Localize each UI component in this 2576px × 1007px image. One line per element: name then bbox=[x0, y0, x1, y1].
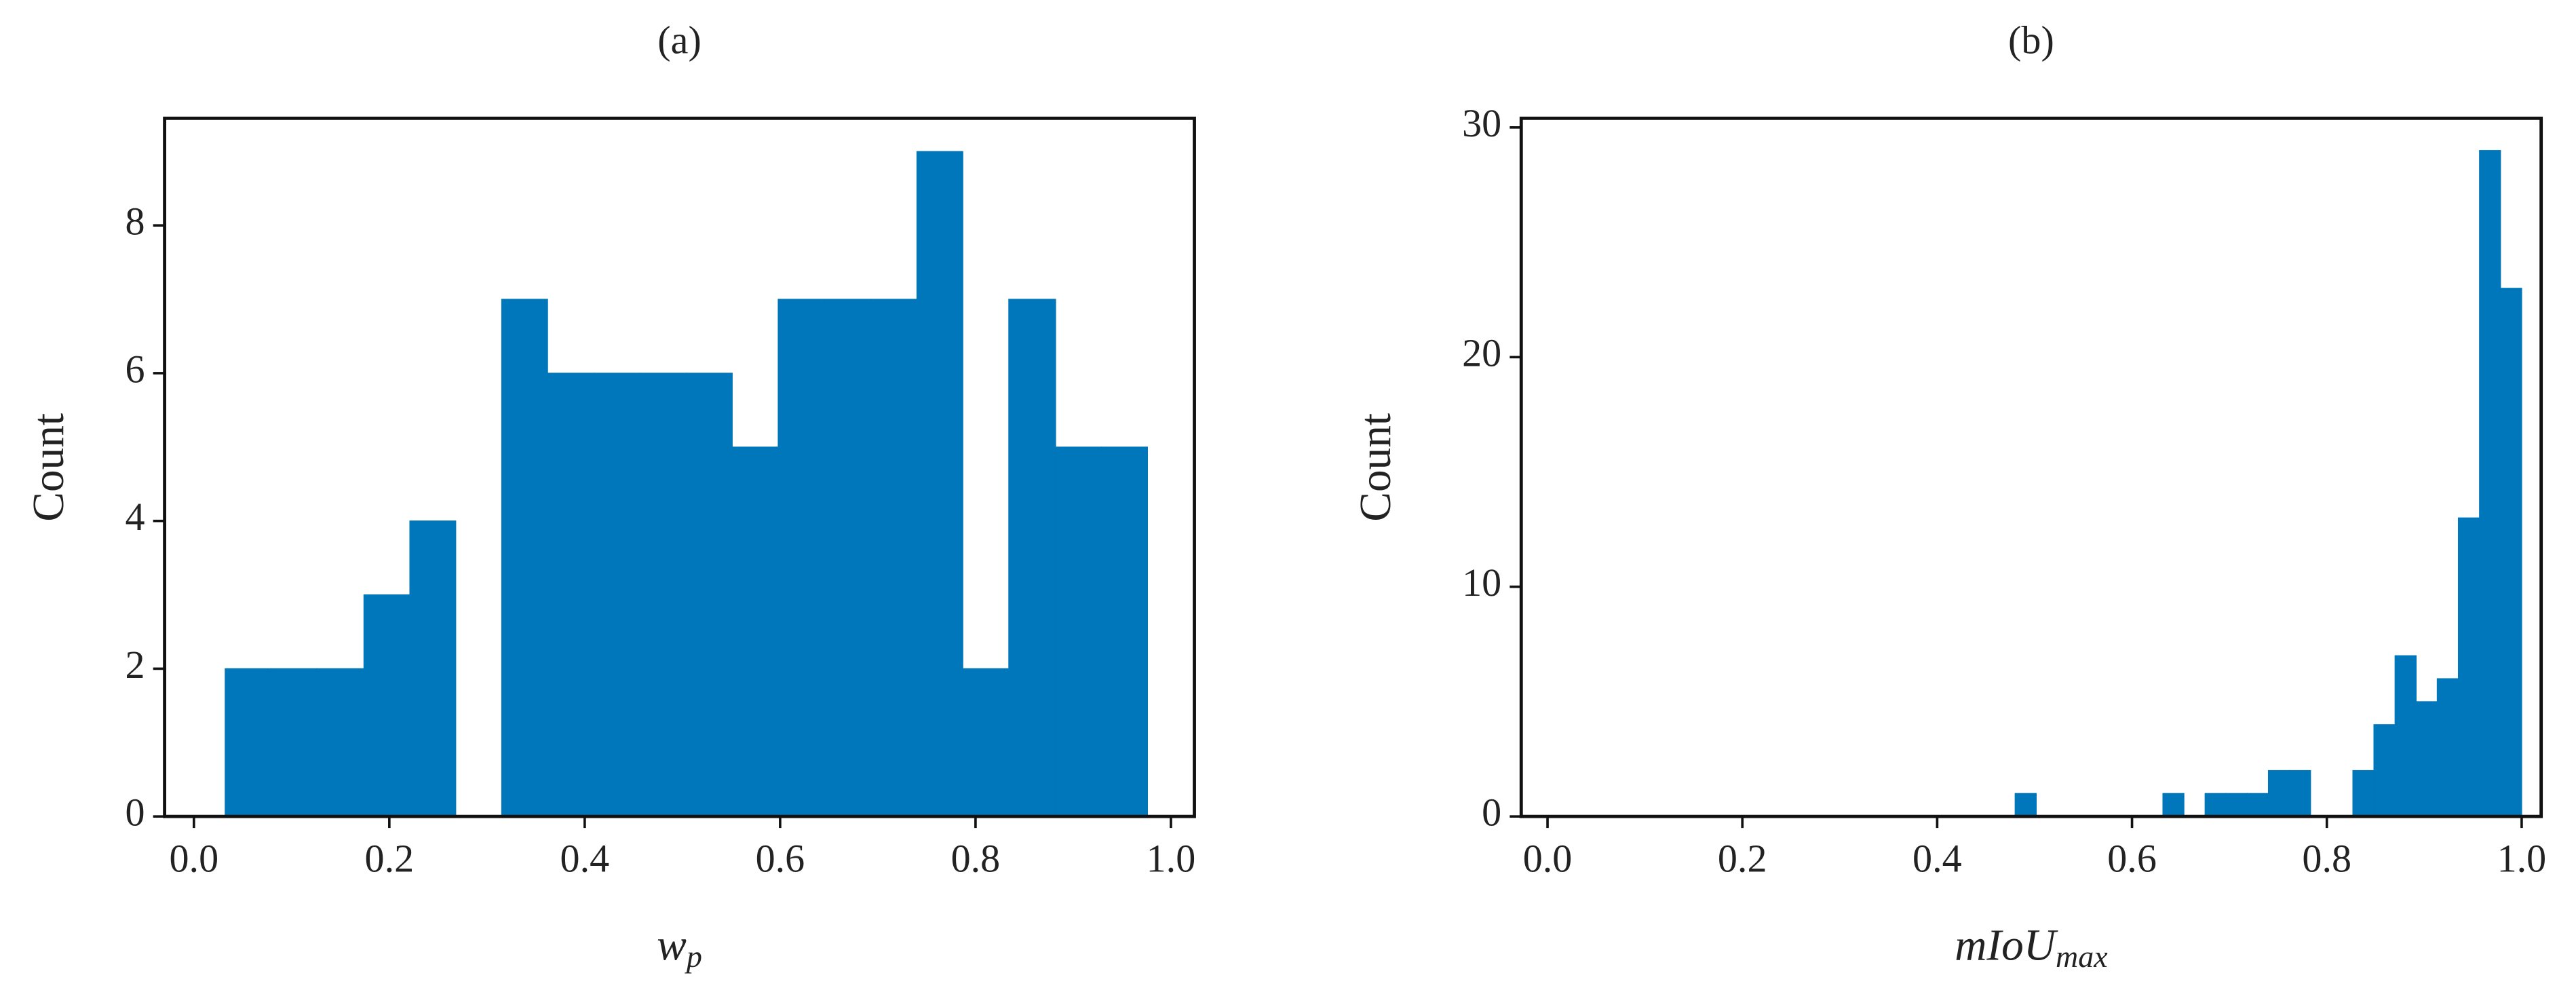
x-axis-label-subscript: max bbox=[2056, 938, 2108, 973]
bar bbox=[2394, 655, 2417, 817]
bar bbox=[731, 446, 779, 817]
x-tick-label: 0.4 bbox=[1912, 836, 1962, 880]
bar bbox=[2457, 517, 2480, 817]
bar bbox=[2246, 793, 2269, 817]
y-axis-label: Count bbox=[1351, 413, 1400, 522]
bar bbox=[1008, 299, 1056, 817]
y-tick-label: 10 bbox=[1462, 560, 1501, 605]
chart-title: (b) bbox=[2008, 18, 2054, 62]
bar bbox=[2479, 150, 2501, 817]
bar bbox=[870, 299, 918, 817]
y-tick-label: 0 bbox=[126, 791, 145, 835]
bar bbox=[2415, 701, 2438, 817]
bar bbox=[2225, 793, 2248, 817]
bar bbox=[409, 520, 457, 817]
bar bbox=[2162, 793, 2185, 817]
bar bbox=[225, 668, 272, 817]
axes-frame bbox=[1519, 116, 2543, 818]
x-axis-label-base: mIoU bbox=[1955, 921, 2058, 970]
bar bbox=[2267, 770, 2290, 817]
bar bbox=[2500, 288, 2522, 817]
y-axis-label: Count bbox=[24, 413, 73, 522]
x-axis-label: mIoUmax bbox=[1955, 921, 2108, 973]
y-tick-label: 6 bbox=[126, 347, 145, 391]
bar bbox=[2289, 770, 2311, 817]
bar bbox=[824, 299, 872, 817]
x-tick-label: 0.8 bbox=[2302, 836, 2351, 880]
x-axis-label-subscript: p bbox=[685, 938, 702, 973]
bar bbox=[594, 373, 641, 817]
x-tick-label: 0.4 bbox=[560, 836, 610, 880]
x-tick-label: 0.0 bbox=[1523, 836, 1573, 880]
y-tick-label: 30 bbox=[1462, 101, 1501, 145]
x-axis-label-base: w bbox=[657, 921, 687, 970]
x-tick-label: 0.2 bbox=[1718, 836, 1767, 880]
bar bbox=[1055, 446, 1102, 817]
x-tick-label: 1.0 bbox=[2497, 836, 2547, 880]
bar bbox=[2204, 793, 2227, 817]
x-tick-label: 0.0 bbox=[170, 836, 219, 880]
bar bbox=[640, 373, 687, 817]
y-tick-label: 8 bbox=[126, 200, 145, 244]
x-tick-label: 0.6 bbox=[756, 836, 805, 880]
bar bbox=[547, 373, 595, 817]
x-tick-label: 0.2 bbox=[365, 836, 415, 880]
y-tick-label: 2 bbox=[126, 643, 145, 687]
x-tick-label: 1.0 bbox=[1147, 836, 1196, 880]
bar bbox=[2373, 724, 2396, 817]
y-tick-label: 0 bbox=[1482, 791, 1501, 835]
y-tick-label: 4 bbox=[126, 495, 145, 539]
chart-title: (a) bbox=[657, 18, 701, 62]
bar bbox=[1101, 446, 1148, 817]
x-tick-label: 0.8 bbox=[951, 836, 1001, 880]
bar bbox=[2436, 678, 2459, 817]
axes-frame bbox=[163, 116, 1196, 818]
x-tick-label: 0.6 bbox=[2107, 836, 2157, 880]
y-tick-label: 20 bbox=[1462, 331, 1501, 375]
bar bbox=[2352, 770, 2375, 817]
bar bbox=[962, 668, 1010, 817]
bar bbox=[316, 668, 365, 817]
x-axis-label: wp bbox=[657, 921, 702, 973]
bar bbox=[363, 594, 410, 817]
bar bbox=[686, 373, 733, 817]
bar bbox=[777, 299, 826, 817]
bar bbox=[270, 668, 318, 817]
bar bbox=[501, 299, 548, 817]
bar bbox=[916, 151, 963, 817]
bar bbox=[2014, 793, 2037, 817]
